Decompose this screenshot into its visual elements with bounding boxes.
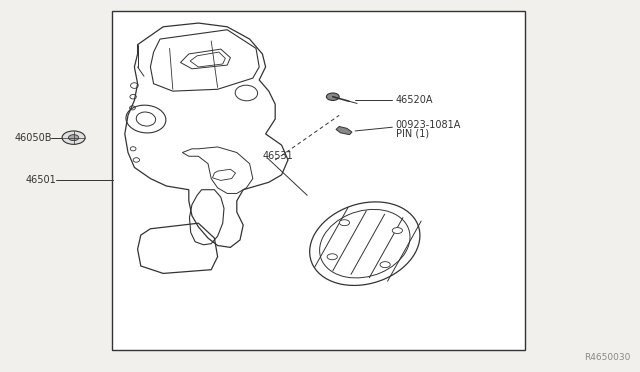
Circle shape bbox=[392, 228, 403, 234]
Text: R4650030: R4650030 bbox=[584, 353, 630, 362]
Polygon shape bbox=[336, 126, 352, 135]
Circle shape bbox=[68, 135, 79, 141]
Text: 46531: 46531 bbox=[262, 151, 293, 161]
Text: 00923-1081A: 00923-1081A bbox=[396, 121, 461, 130]
Circle shape bbox=[62, 131, 85, 144]
Text: 46520A: 46520A bbox=[396, 95, 433, 105]
Circle shape bbox=[339, 220, 349, 226]
Circle shape bbox=[380, 262, 390, 267]
Circle shape bbox=[326, 93, 339, 100]
Bar bbox=[112, 11, 525, 350]
Text: PIN (1): PIN (1) bbox=[396, 129, 429, 139]
Text: 46050B: 46050B bbox=[14, 133, 52, 142]
Circle shape bbox=[327, 254, 337, 260]
Text: 46501: 46501 bbox=[26, 176, 56, 185]
